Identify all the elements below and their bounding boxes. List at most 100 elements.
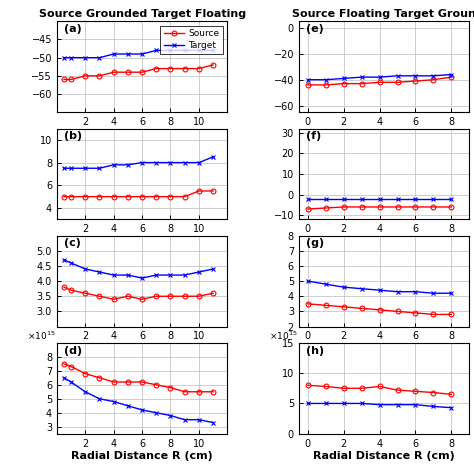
Target [61, 375, 67, 381]
Source [61, 194, 67, 200]
Target [196, 417, 202, 423]
Source [182, 194, 188, 200]
Target [430, 404, 436, 410]
Target [139, 51, 145, 57]
Target [430, 73, 436, 79]
Title: Source Grounded Target Floating: Source Grounded Target Floating [38, 9, 246, 19]
Target [196, 269, 202, 275]
Target [448, 196, 454, 201]
Source [68, 364, 74, 369]
Source [359, 306, 365, 311]
Line: Target: Target [62, 375, 216, 425]
Target [412, 73, 418, 79]
Target [412, 289, 418, 294]
Line: Source: Source [305, 75, 454, 87]
Target [210, 47, 216, 53]
Source [82, 371, 88, 376]
Source [323, 82, 328, 88]
Target [377, 402, 383, 408]
Line: Source: Source [305, 301, 454, 317]
Source [139, 296, 145, 302]
Source [341, 204, 346, 210]
Text: $\times10^{15}$: $\times10^{15}$ [27, 329, 55, 342]
X-axis label: Radial Distance R (cm): Radial Distance R (cm) [313, 451, 455, 461]
Source [305, 301, 310, 307]
Source [97, 194, 102, 200]
Text: (f): (f) [306, 131, 321, 141]
Target [139, 407, 145, 413]
Source [125, 194, 131, 200]
Target [412, 402, 418, 408]
Line: Target: Target [62, 257, 216, 281]
Source [168, 293, 173, 299]
Source [97, 375, 102, 381]
Source [111, 296, 117, 302]
Source [154, 382, 159, 388]
Target [323, 281, 328, 287]
Target [125, 403, 131, 409]
Target [97, 55, 102, 61]
Source [154, 194, 159, 200]
Target [196, 160, 202, 165]
Target [154, 272, 159, 278]
Source [448, 204, 454, 210]
Source [359, 385, 365, 391]
Target [154, 47, 159, 53]
Source [182, 293, 188, 299]
Target [341, 284, 346, 290]
Target [97, 396, 102, 401]
Source [68, 77, 74, 82]
Source [359, 204, 365, 210]
Target [168, 47, 173, 53]
Source [210, 291, 216, 296]
Source [448, 74, 454, 80]
Target [111, 272, 117, 278]
Text: (g): (g) [306, 238, 324, 248]
Target [61, 55, 67, 61]
Target [430, 196, 436, 201]
Target [395, 289, 401, 294]
Target [395, 402, 401, 408]
Target [305, 401, 310, 406]
Source [68, 287, 74, 293]
Source [61, 77, 67, 82]
Source [305, 383, 310, 388]
Source [377, 80, 383, 85]
Target [210, 419, 216, 425]
Source [182, 389, 188, 395]
Line: Target: Target [305, 72, 454, 82]
Source [377, 383, 383, 389]
Line: Target: Target [305, 196, 454, 201]
Target [82, 165, 88, 171]
Source [125, 293, 131, 299]
Source [430, 311, 436, 317]
Target [111, 399, 117, 404]
Target [97, 165, 102, 171]
Text: (h): (h) [306, 346, 324, 356]
Source [395, 80, 401, 85]
Target [395, 196, 401, 201]
Target [82, 389, 88, 395]
Source [395, 309, 401, 314]
Target [182, 47, 188, 53]
Target [182, 272, 188, 278]
Target [168, 413, 173, 419]
Source [111, 194, 117, 200]
Target [377, 287, 383, 293]
Target [68, 165, 74, 171]
Target [359, 74, 365, 80]
Source [168, 194, 173, 200]
Source [97, 293, 102, 299]
Target [82, 266, 88, 272]
Target [154, 160, 159, 165]
Source [395, 387, 401, 393]
Source [154, 66, 159, 72]
Source [61, 284, 67, 290]
Text: (c): (c) [64, 238, 81, 248]
Source [323, 302, 328, 308]
Source [377, 307, 383, 313]
Target [111, 162, 117, 168]
Text: (e): (e) [306, 24, 323, 34]
Source [168, 385, 173, 391]
Text: $\times10^{15}$: $\times10^{15}$ [269, 329, 297, 342]
